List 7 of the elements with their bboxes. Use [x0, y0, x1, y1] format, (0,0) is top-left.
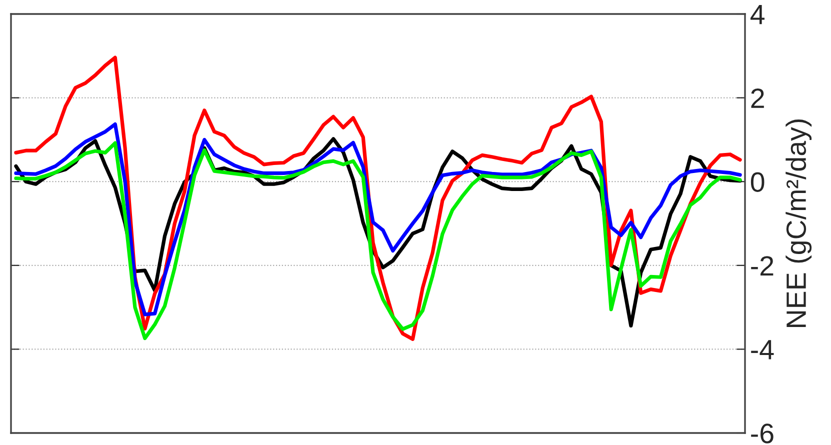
y-axis-title: NEE (gC/m²/day) — [786, 119, 812, 327]
y-tick-label: -4 — [751, 340, 774, 360]
y-tick-label: -6 — [751, 424, 774, 444]
y-tick-label: 4 — [750, 4, 764, 24]
y-tick-label: -2 — [751, 256, 774, 276]
y-tick-label: 0 — [750, 172, 764, 192]
y-tick-label: 2 — [751, 88, 764, 108]
